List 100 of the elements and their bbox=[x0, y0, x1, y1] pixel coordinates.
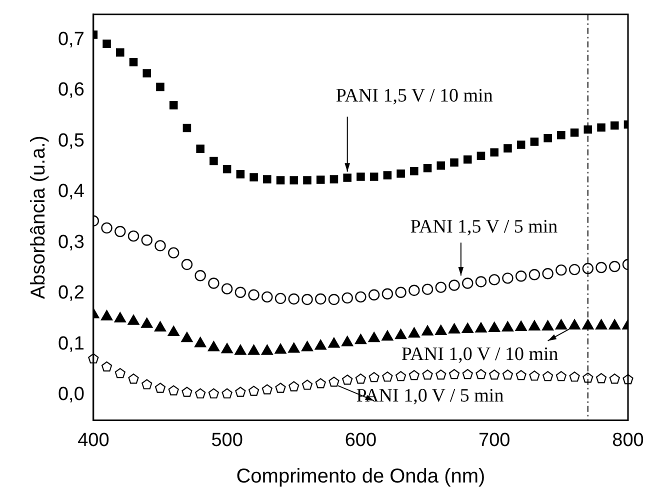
point bbox=[356, 172, 365, 181]
point bbox=[142, 69, 152, 78]
point bbox=[274, 292, 286, 304]
point bbox=[596, 373, 607, 384]
point bbox=[408, 327, 420, 338]
point bbox=[423, 164, 432, 172]
point bbox=[528, 320, 540, 330]
point bbox=[141, 318, 153, 328]
point bbox=[368, 332, 380, 342]
point bbox=[608, 319, 620, 330]
annotation: PANI 1,5 V / 10 min bbox=[336, 86, 494, 107]
point bbox=[116, 48, 124, 57]
point bbox=[156, 82, 164, 92]
point bbox=[128, 374, 139, 384]
point bbox=[568, 319, 580, 330]
point bbox=[502, 370, 514, 380]
point bbox=[182, 386, 192, 397]
point bbox=[422, 325, 434, 336]
point bbox=[221, 283, 233, 294]
point bbox=[582, 372, 594, 383]
point bbox=[529, 370, 540, 381]
point bbox=[476, 152, 486, 160]
point bbox=[476, 369, 486, 380]
y-tick-label: 0,7 bbox=[58, 28, 84, 50]
point bbox=[342, 336, 354, 346]
point bbox=[302, 380, 313, 390]
point bbox=[288, 293, 300, 305]
point bbox=[128, 314, 140, 325]
point bbox=[395, 328, 407, 340]
point bbox=[100, 310, 113, 320]
point bbox=[222, 164, 232, 174]
point bbox=[516, 140, 526, 149]
point bbox=[316, 176, 325, 184]
point bbox=[262, 384, 272, 394]
point bbox=[396, 170, 405, 178]
point bbox=[168, 247, 180, 258]
point bbox=[436, 370, 446, 380]
point bbox=[142, 379, 152, 390]
point bbox=[462, 322, 474, 333]
point bbox=[570, 128, 579, 137]
point bbox=[328, 294, 340, 306]
point bbox=[101, 361, 112, 372]
point bbox=[556, 264, 567, 276]
point bbox=[88, 353, 99, 364]
y-tick-label: 0,2 bbox=[58, 282, 84, 304]
point bbox=[436, 161, 446, 170]
point bbox=[263, 175, 272, 184]
point bbox=[235, 386, 246, 397]
point bbox=[596, 262, 607, 274]
point bbox=[168, 385, 179, 396]
point bbox=[475, 322, 487, 332]
y-axis-title: Absorbância (u.a.) bbox=[28, 136, 50, 300]
point bbox=[515, 270, 527, 282]
point bbox=[557, 130, 566, 140]
point bbox=[168, 326, 180, 336]
point bbox=[422, 370, 433, 380]
point bbox=[448, 280, 460, 291]
point bbox=[609, 374, 620, 384]
point bbox=[208, 388, 219, 398]
x-tick-label: 400 bbox=[78, 430, 110, 451]
point bbox=[448, 323, 460, 334]
point bbox=[288, 381, 300, 392]
point bbox=[368, 289, 380, 301]
point bbox=[114, 368, 126, 378]
point bbox=[169, 101, 178, 110]
point bbox=[355, 374, 366, 384]
point bbox=[303, 176, 312, 184]
point bbox=[261, 344, 273, 355]
point bbox=[154, 240, 166, 252]
point bbox=[516, 370, 526, 380]
point bbox=[597, 123, 606, 132]
y-tick-label: 0,5 bbox=[58, 130, 84, 152]
point bbox=[450, 158, 458, 167]
point bbox=[542, 268, 554, 280]
point bbox=[582, 262, 594, 274]
point bbox=[355, 291, 366, 303]
point bbox=[370, 172, 378, 181]
point bbox=[342, 374, 353, 385]
x-tick-label: 700 bbox=[478, 430, 510, 451]
point bbox=[515, 320, 527, 331]
point bbox=[395, 286, 406, 298]
point bbox=[408, 284, 420, 296]
y-tick-label: 0,1 bbox=[58, 333, 84, 354]
point bbox=[462, 369, 473, 380]
point bbox=[248, 344, 260, 355]
point bbox=[328, 338, 340, 348]
point bbox=[383, 171, 392, 180]
point bbox=[314, 340, 326, 350]
point bbox=[528, 269, 540, 280]
point bbox=[328, 376, 340, 387]
point bbox=[302, 294, 313, 306]
y-tick-label: 0,3 bbox=[58, 232, 84, 253]
point bbox=[609, 260, 620, 272]
point bbox=[568, 264, 580, 276]
point bbox=[234, 286, 246, 298]
point bbox=[182, 124, 192, 132]
point bbox=[248, 386, 260, 396]
annotation: PANI 1,5 V / 5 min bbox=[410, 216, 558, 238]
point bbox=[569, 372, 580, 382]
point bbox=[288, 342, 300, 353]
